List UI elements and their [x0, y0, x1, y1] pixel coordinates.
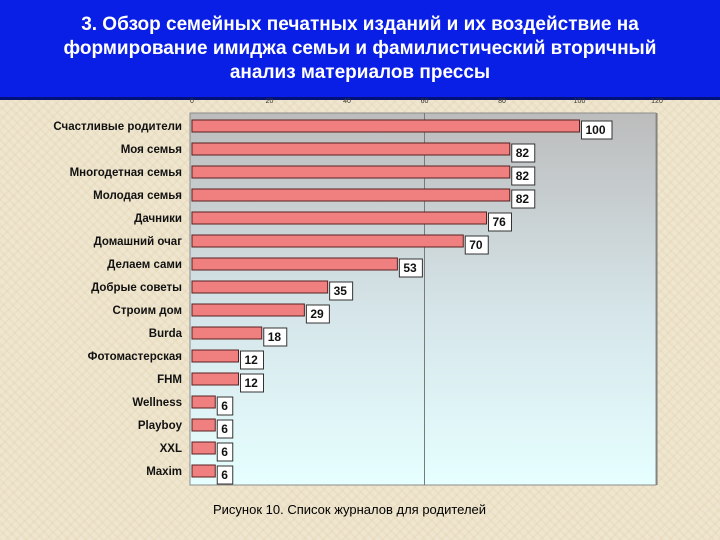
category-label: Добрые советы — [91, 282, 182, 294]
value-label: 82 — [516, 169, 530, 183]
value-label: 76 — [493, 215, 507, 229]
slide-title-bar: 3. Обзор семейных печатных изданий и их … — [0, 0, 720, 100]
value-label-box — [329, 281, 354, 301]
value-label: 6 — [221, 445, 228, 459]
category-label: Многодетная семья — [70, 167, 182, 179]
value-label: 6 — [221, 399, 228, 413]
bar — [191, 142, 511, 156]
category-label: Молодая семья — [93, 190, 182, 202]
bars — [191, 119, 580, 478]
bar — [191, 441, 216, 455]
bar — [191, 211, 487, 225]
bar — [191, 234, 464, 248]
value-label-box — [216, 465, 234, 485]
bar — [191, 280, 329, 294]
category-label: Wellness — [132, 397, 182, 409]
value-label-box — [511, 143, 536, 163]
bar — [191, 349, 239, 363]
category-label: XXL — [160, 443, 182, 455]
value-label-box — [511, 166, 536, 186]
value-label-box — [305, 304, 330, 324]
value-label: 18 — [268, 330, 282, 344]
value-label-box — [581, 120, 613, 140]
category-label: Строим дом — [113, 305, 182, 317]
x-tick-label: 40 — [343, 98, 351, 105]
value-label-box — [240, 350, 264, 370]
category-labels: Счастливые родители Моя семья Многодетная … — [53, 121, 182, 478]
value-label-box — [464, 235, 489, 255]
value-label-box — [216, 419, 234, 439]
value-label: 6 — [221, 468, 228, 482]
value-label: 70 — [469, 238, 483, 252]
x-tick-label: 80 — [498, 98, 506, 105]
x-tick-label: 20 — [266, 98, 274, 105]
value-label: 35 — [334, 284, 348, 298]
x-tick-label: 60 — [421, 98, 429, 105]
category-label: FHM — [157, 374, 182, 386]
bar — [191, 165, 511, 179]
bar — [191, 326, 263, 340]
value-label: 82 — [516, 146, 530, 160]
category-label: Домашний очаг — [94, 236, 183, 248]
x-tick-label: 0 — [190, 98, 194, 105]
value-label: 82 — [516, 192, 530, 206]
bar — [191, 303, 305, 317]
x-tick-label: 100 — [574, 98, 586, 105]
value-label-box — [216, 442, 234, 462]
category-label: Счастливые родители — [53, 121, 182, 133]
slide-title: 3. Обзор семейных печатных изданий и их … — [63, 13, 657, 83]
bar — [191, 188, 511, 202]
value-label-box — [216, 396, 234, 416]
value-label: 12 — [245, 376, 259, 390]
value-label-box — [263, 327, 288, 347]
value-label-box — [398, 258, 423, 278]
value-label: 6 — [221, 422, 228, 436]
value-label: 53 — [403, 261, 417, 275]
x-axis-ticks: 0 20 40 60 80 100 120 — [190, 98, 663, 105]
bar — [191, 395, 216, 409]
bar — [191, 119, 580, 133]
category-label: Моя семья — [121, 144, 182, 156]
category-label: Фотомастерская — [88, 351, 182, 363]
value-label: 100 — [586, 123, 606, 137]
bar — [191, 257, 398, 271]
category-label: Maxim — [146, 466, 182, 478]
bar — [191, 372, 239, 386]
category-label: Делаем сами — [107, 259, 182, 271]
bar — [191, 418, 216, 432]
value-label-box — [511, 189, 536, 209]
x-tick-label: 120 — [651, 98, 663, 105]
value-label-box — [488, 212, 512, 232]
category-label: Дачники — [134, 213, 182, 225]
category-label: Playboy — [138, 420, 183, 432]
value-labels: 100 82 82 82 76 70 53 35 29 18 12 12 6 6 6 6 — [216, 120, 613, 485]
figure-caption: Рисунок 10. Список журналов для родителе… — [213, 502, 487, 517]
category-label: Burda — [149, 328, 183, 340]
value-label: 29 — [310, 307, 324, 321]
bar — [191, 464, 216, 478]
value-label-box — [240, 373, 264, 393]
value-label: 12 — [245, 353, 259, 367]
